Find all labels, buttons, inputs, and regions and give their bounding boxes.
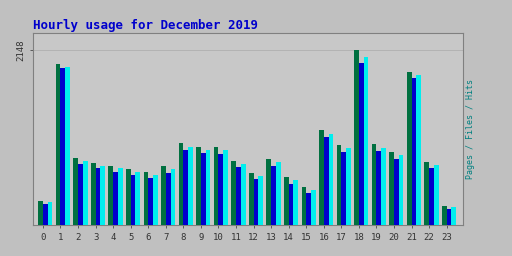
Bar	[131, 175, 136, 225]
Bar	[429, 168, 434, 225]
Bar	[452, 207, 456, 225]
Bar	[446, 209, 452, 225]
Bar	[196, 147, 201, 225]
Bar	[236, 167, 241, 225]
Bar	[73, 158, 78, 225]
Bar	[96, 168, 100, 225]
Bar	[231, 161, 236, 225]
Bar	[346, 148, 351, 225]
Bar	[336, 145, 342, 225]
Bar	[56, 64, 60, 225]
Bar	[43, 205, 48, 225]
Bar	[60, 68, 65, 225]
Bar	[249, 173, 253, 225]
Bar	[161, 166, 166, 225]
Bar	[407, 72, 412, 225]
Bar	[372, 144, 376, 225]
Bar	[324, 137, 329, 225]
Bar	[416, 75, 421, 225]
Bar	[359, 63, 364, 225]
Bar	[276, 162, 281, 225]
Bar	[329, 134, 333, 225]
Bar	[153, 175, 158, 225]
Bar	[293, 180, 298, 225]
Bar	[354, 50, 359, 225]
Bar	[394, 159, 399, 225]
Bar	[271, 166, 276, 225]
Bar	[311, 190, 316, 225]
Bar	[302, 187, 306, 225]
Bar	[188, 147, 193, 225]
Bar	[319, 130, 324, 225]
Bar	[143, 172, 148, 225]
Bar	[206, 150, 210, 225]
Bar	[48, 202, 52, 225]
Bar	[376, 151, 381, 225]
Bar	[219, 154, 223, 225]
Bar	[100, 166, 105, 225]
Bar	[109, 166, 113, 225]
Bar	[253, 179, 259, 225]
Bar	[399, 155, 403, 225]
Bar	[223, 150, 228, 225]
Bar	[113, 172, 118, 225]
Bar	[78, 164, 83, 225]
Text: Hourly usage for December 2019: Hourly usage for December 2019	[33, 19, 258, 32]
Bar	[170, 169, 175, 225]
Bar	[342, 152, 346, 225]
Bar	[126, 169, 131, 225]
Bar	[83, 161, 88, 225]
Bar	[434, 165, 439, 225]
Bar	[214, 147, 219, 225]
Bar	[424, 162, 429, 225]
Bar	[201, 153, 206, 225]
Bar	[442, 206, 446, 225]
Bar	[381, 148, 386, 225]
Bar	[91, 163, 96, 225]
Bar	[179, 143, 183, 225]
Bar	[284, 177, 289, 225]
Bar	[148, 178, 153, 225]
Bar	[306, 194, 311, 225]
Bar	[241, 164, 246, 225]
Bar	[259, 176, 263, 225]
Bar	[38, 201, 43, 225]
Bar	[389, 152, 394, 225]
Bar	[412, 78, 416, 225]
Bar	[136, 172, 140, 225]
Bar	[266, 159, 271, 225]
Bar	[118, 168, 123, 225]
Bar	[166, 173, 170, 225]
Y-axis label: Pages / Files / Hits: Pages / Files / Hits	[466, 79, 475, 179]
Bar	[289, 184, 293, 225]
Bar	[364, 57, 369, 225]
Bar	[183, 150, 188, 225]
Bar	[65, 67, 70, 225]
